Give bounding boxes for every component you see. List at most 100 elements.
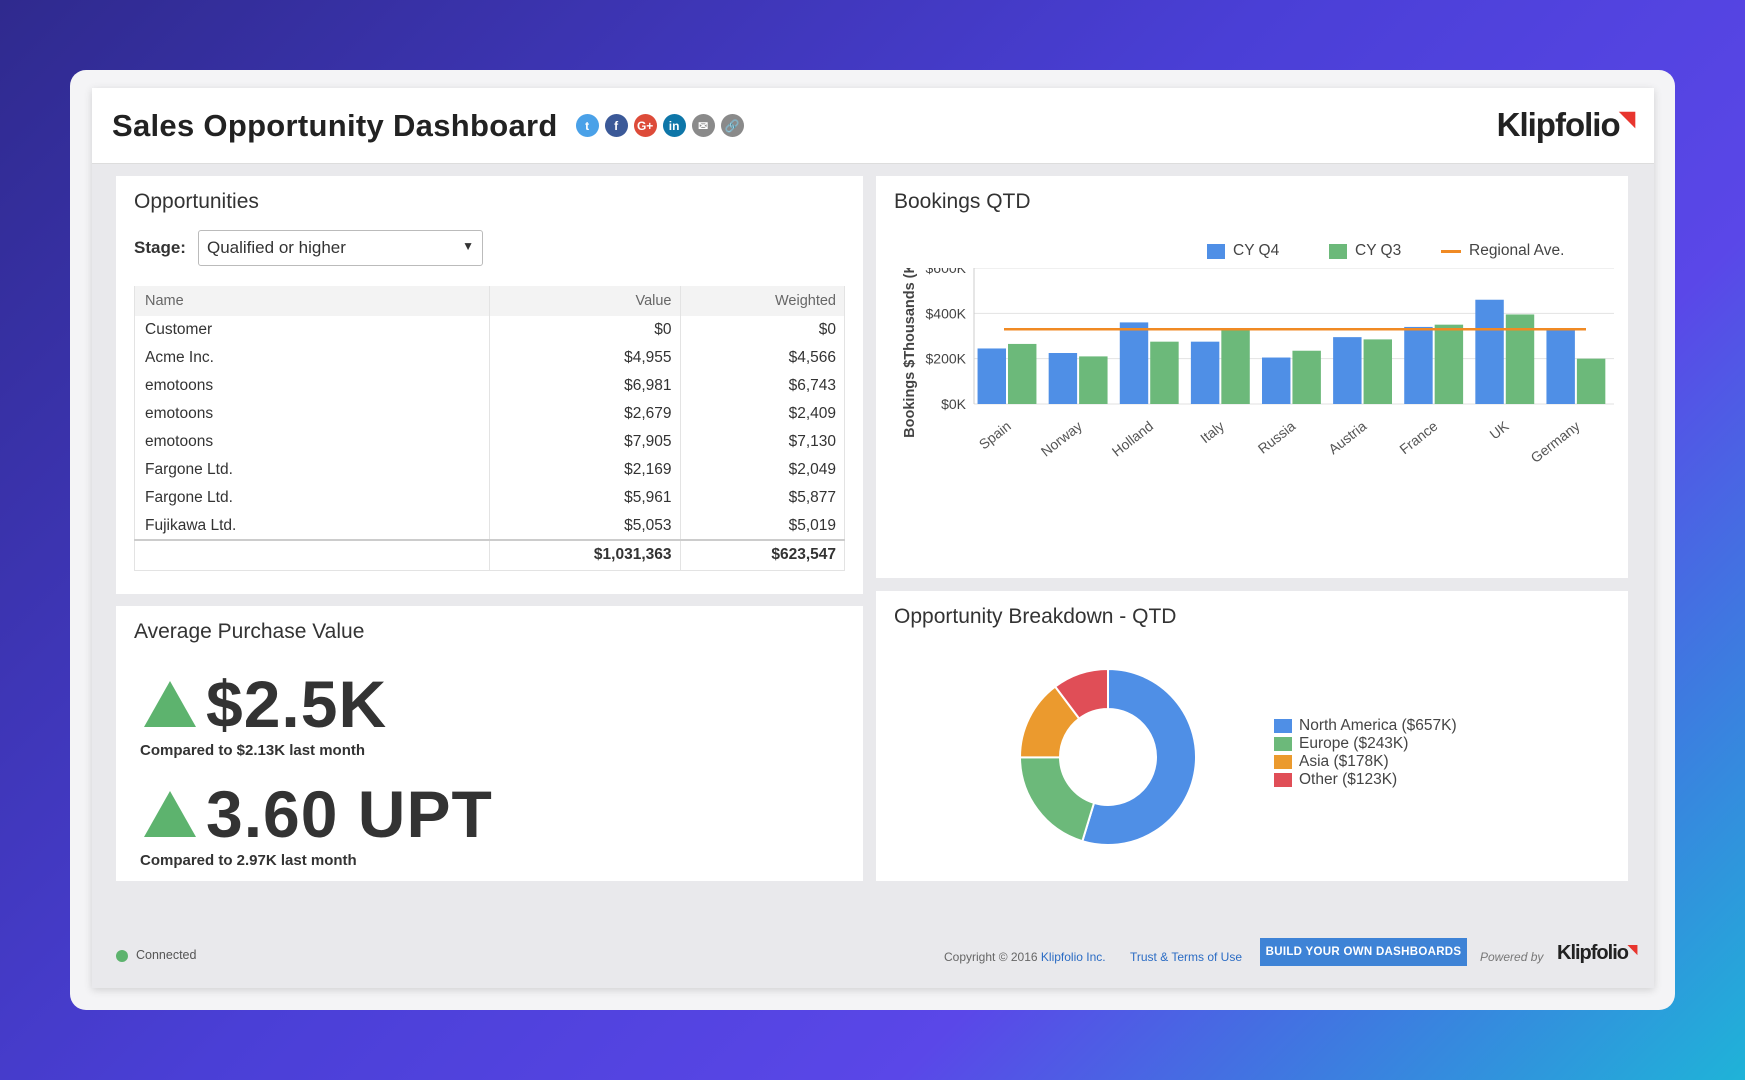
klipfolio-logo[interactable]: Klipfolio◥ (1496, 106, 1635, 143)
table-cell: $2,409 (679, 400, 845, 428)
table-row[interactable]: Acme Inc. $4,955 $4,566 (134, 344, 845, 372)
legend-swatch (1274, 755, 1292, 769)
table-cell: $7,130 (679, 428, 845, 456)
x-tick-label: UK (1486, 417, 1512, 442)
average-purchase-panel: Average Purchase Value $2.5K Compared to… (116, 606, 863, 881)
bar-cy-q3 (1505, 314, 1535, 404)
dashboard: Sales Opportunity Dashboard t f G+ in ✉ 🔗 Kli… (92, 88, 1654, 988)
legend-label: Asia ($178K) (1299, 753, 1389, 770)
build-dashboards-button[interactable]: BUILD YOUR OWN DASHBOARDS (1260, 938, 1467, 966)
connection-status: Connected (136, 948, 197, 962)
klipfolio-inc-link[interactable]: Klipfolio Inc. (1040, 950, 1106, 964)
x-tick-label: Russia (1255, 418, 1299, 457)
google-plus-icon[interactable]: G+ (633, 114, 657, 137)
table-row[interactable]: Fargone Ltd. $5,961 $5,877 (134, 484, 845, 512)
table-cell: Fargone Ltd. (134, 484, 490, 512)
kpi-comparison: Compared to 2.97K last month (140, 852, 357, 869)
bar-cy-q4 (1404, 326, 1433, 404)
table-row[interactable]: Fujikawa Ltd. $5,053 $5,019 (134, 512, 845, 540)
page-title: Sales Opportunity Dashboard (112, 107, 558, 143)
facebook-icon[interactable]: f (604, 114, 628, 137)
legend-label: Regional Ave. (1469, 242, 1565, 259)
terms-link[interactable]: Trust & Terms of Use (1130, 950, 1243, 964)
bar-cy-q4 (1048, 353, 1078, 404)
column-header[interactable]: Name (134, 286, 490, 316)
breakdown-donut-chart (1018, 667, 1197, 846)
opportunities-panel: Opportunities Stage: Qualified or higher… (116, 176, 863, 594)
stage-select[interactable]: Qualified or higher ▼ (198, 230, 483, 266)
donut-slice-other[interactable] (1053, 667, 1109, 720)
legend-item: Other ($123K) (1274, 771, 1457, 789)
legend-swatch (1441, 249, 1461, 253)
y-tick-label: $600K (926, 268, 967, 276)
table-cell: emotoons (134, 428, 490, 456)
breakdown-panel: Opportunity Breakdown - QTD North Americ… (876, 591, 1628, 881)
kpi-row: $2.5K (144, 666, 387, 742)
x-tick-label: Holland (1109, 418, 1156, 460)
legend-item: Europe ($243K) (1274, 735, 1457, 753)
connected-status-icon (116, 950, 128, 962)
donut-slice-north-america[interactable] (1081, 667, 1197, 846)
table-cell: $4,955 (489, 344, 681, 372)
bar-cy-q3 (1576, 358, 1606, 404)
social-share-icons: t f G+ in ✉ 🔗 (575, 114, 744, 137)
column-header[interactable]: Value (489, 286, 681, 316)
legend-item: CY Q3 (1329, 242, 1401, 260)
table-cell: $5,877 (679, 484, 845, 512)
table-cell: $6,981 (489, 372, 681, 400)
table-row[interactable]: Fargone Ltd. $2,169 $2,049 (134, 456, 845, 484)
x-tick-label: Austria (1325, 418, 1369, 458)
table-cell: Customer (134, 316, 490, 344)
legend-label: Europe ($243K) (1299, 735, 1409, 752)
link-icon[interactable]: 🔗 (720, 114, 744, 137)
bookings-panel: Bookings QTD CY Q4 CY Q3 Regional Ave. $… (876, 176, 1628, 578)
total-cell: $1,031,363 (489, 539, 681, 570)
table-cell: $5,053 (489, 512, 681, 540)
table-row[interactable]: emotoons $2,679 $2,409 (134, 400, 845, 428)
opportunities-table: Name Value Weighted Customer $0 $0 Acme Inc… (134, 286, 845, 571)
table-row[interactable]: Customer $0 $0 (134, 316, 845, 344)
column-header[interactable]: Weighted (679, 286, 845, 316)
table-row[interactable]: emotoons $6,981 $6,743 (134, 372, 845, 400)
x-tick-label: Italy (1197, 418, 1227, 446)
table-header-row: Name Value Weighted (134, 286, 845, 316)
bar-cy-q4 (977, 348, 1006, 404)
totals-row: $1,031,363 $623,547 (134, 539, 845, 570)
donut-slice-europe[interactable] (1018, 756, 1096, 843)
legend-item: North America ($657K) (1274, 717, 1457, 735)
legend-swatch (1274, 773, 1292, 787)
table-cell: $4,566 (679, 344, 845, 372)
table-cell: Acme Inc. (134, 344, 490, 372)
table-cell: Fujikawa Ltd. (134, 512, 490, 540)
bar-cy-q3 (1434, 324, 1464, 404)
legend-item: Asia ($178K) (1274, 753, 1457, 771)
total-cell (134, 539, 490, 570)
copyright: Copyright © 2016 Klipfolio Inc. (944, 950, 1106, 964)
dropdown-arrow-icon: ▼ (462, 239, 474, 253)
dashboard-footer: Connected Copyright © 2016 Klipfolio Inc… (92, 924, 1654, 984)
bar-cy-q3 (1008, 343, 1037, 404)
bar-cy-q4 (1262, 357, 1291, 404)
klipfolio-footer-logo[interactable]: Klipfolio◥ (1557, 942, 1637, 964)
bookings-bar-chart: $0K $200K $400K $600K Bookings $Thousands (K… (902, 268, 1614, 466)
bar-cy-q4 (1190, 341, 1220, 404)
table-cell: $6,743 (679, 372, 845, 400)
table-cell: $5,019 (679, 512, 845, 540)
donut-legend: North America ($657K) Europe ($243K) Asia … (1274, 717, 1457, 789)
linkedin-icon[interactable]: in (662, 114, 686, 137)
table-cell: $2,049 (679, 456, 845, 484)
bar-cy-q4 (1119, 322, 1149, 404)
email-icon[interactable]: ✉ (691, 114, 715, 137)
legend-label: CY Q4 (1233, 242, 1280, 259)
twitter-icon[interactable]: t (575, 114, 599, 137)
legend-label: North America ($657K) (1299, 717, 1457, 734)
bar-cy-q3 (1292, 350, 1321, 404)
legend-swatch (1329, 243, 1347, 259)
table-cell: $7,905 (489, 428, 681, 456)
bar-cy-q3 (1221, 330, 1250, 404)
table-row[interactable]: emotoons $7,905 $7,130 (134, 428, 845, 456)
trend-up-icon (144, 791, 196, 837)
total-cell: $623,547 (679, 539, 845, 570)
x-tick-label: Spain (976, 418, 1014, 453)
stage-label: Stage: (134, 238, 186, 257)
